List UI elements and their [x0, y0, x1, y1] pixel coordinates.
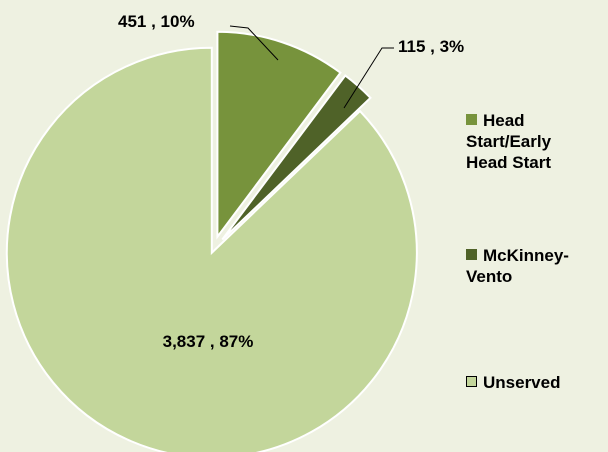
legend-label: Head Start/Early Head Start [466, 111, 552, 172]
leader-line [343, 47, 394, 109]
data-label: 451 , 10% [118, 12, 195, 31]
legend-label: McKinney-Vento [466, 246, 569, 286]
legend-swatch [466, 249, 477, 260]
legend-item: Unserved [466, 372, 578, 393]
legend-swatch [466, 114, 477, 125]
legend-item: McKinney-Vento [466, 245, 578, 287]
legend-swatch [466, 376, 477, 387]
legend-label: Unserved [483, 373, 561, 392]
pie [5, 30, 418, 452]
data-label: 115 , 3% [398, 37, 465, 56]
pie-slice [5, 46, 418, 452]
legend-item: Head Start/Early Head Start [466, 110, 578, 173]
leader-line [229, 25, 279, 61]
pie-slice [216, 30, 342, 240]
data-label: 3,837 , 87% [162, 332, 254, 351]
